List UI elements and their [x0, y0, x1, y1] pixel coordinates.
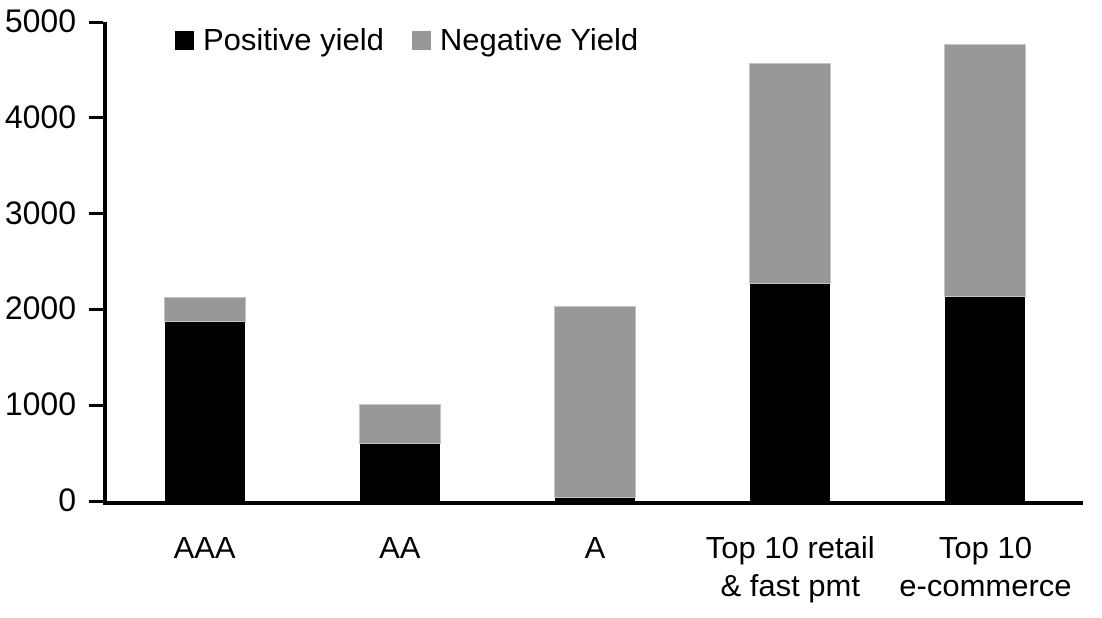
- legend-swatch-icon: [411, 30, 431, 50]
- bar-a: [497, 22, 692, 501]
- legend: Positive yield Negative Yield: [175, 22, 638, 58]
- x-axis-labels: AAA AA A Top 10 retail & fast pmt Top 10 e-c…: [107, 529, 1083, 605]
- y-axis-tick-0: [89, 499, 103, 503]
- bar-segment-negative-yield-top-10-retail-fast-pmt: [750, 64, 831, 283]
- bars-container: [107, 22, 1083, 501]
- x-axis-label-top-10-retail-fast-pmt: Top 10 retail & fast pmt: [705, 530, 875, 603]
- y-axis-label-2000: 2000: [4, 290, 76, 327]
- legend-label: Negative Yield: [439, 22, 639, 57]
- bar-top-10-retail-fast-pmt: [693, 22, 888, 501]
- x-axis-label-aa: AA: [379, 530, 421, 565]
- bar-segment-positive-yield-a: [555, 497, 635, 501]
- y-axis-label-5000: 5000: [4, 2, 76, 39]
- bar-segment-positive-yield-top-10-retail-fast-pmt: [750, 282, 831, 501]
- bar-top-10-e-commerce: [888, 22, 1083, 501]
- y-axis-tick-1000: [89, 403, 103, 407]
- x-axis-label-aaa: AAA: [173, 530, 236, 565]
- x-axis-label-top-10-e-commerce: Top 10 e-commerce: [899, 530, 1072, 603]
- y-axis-label-4000: 4000: [4, 98, 76, 135]
- y-axis-tick-5000: [89, 20, 103, 24]
- y-axis-tick-4000: [89, 116, 103, 120]
- legend-item-negative-yield: Negative Yield: [411, 22, 639, 58]
- bar-segment-negative-yield-aaa: [164, 297, 245, 321]
- legend-swatch-icon: [175, 30, 194, 50]
- y-axis-label-0: 0: [58, 481, 76, 518]
- y-axis-tick-3000: [89, 212, 103, 216]
- bar-segment-positive-yield-top-10-e-commerce: [945, 296, 1026, 501]
- x-axis-label-a: A: [584, 530, 606, 565]
- bar-segment-positive-yield-aaa: [164, 320, 245, 501]
- legend-label: Positive yield: [203, 22, 384, 57]
- bar-segment-negative-yield-top-10-e-commerce: [945, 45, 1026, 296]
- bar-aa: [302, 22, 497, 501]
- y-axis-tick-2000: [89, 307, 103, 311]
- legend-item-positive-yield: Positive yield: [175, 22, 384, 58]
- bar-segment-positive-yield-aa: [359, 442, 440, 501]
- y-axis-label-1000: 1000: [4, 385, 76, 422]
- y-axis-label-3000: 3000: [4, 194, 76, 231]
- bar-segment-negative-yield-a: [555, 306, 635, 498]
- bar-aaa: [107, 22, 302, 501]
- bar-segment-negative-yield-aa: [359, 405, 440, 443]
- plot-area: 0 1000 2000 3000 4000 5000: [5, 3, 1083, 518]
